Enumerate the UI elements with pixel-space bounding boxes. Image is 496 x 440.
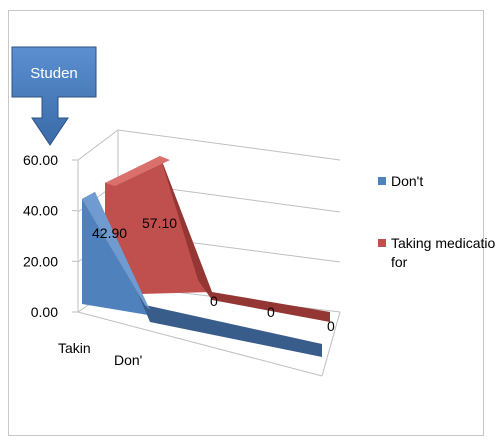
blue-area-face	[82, 199, 322, 346]
legend-label-taking-medication: Taking medication for	[391, 235, 496, 270]
chart-title: Studen	[30, 65, 78, 82]
data-label-2: 0	[210, 293, 218, 309]
series-dont	[82, 192, 322, 357]
y-axis: 0.00 20.00 40.00 60.00	[23, 152, 78, 320]
x-tick-label-1: Don'	[114, 352, 142, 368]
data-label-0: 42.90	[92, 225, 127, 241]
legend-swatch-dont	[378, 177, 386, 185]
data-label-4: 0	[327, 318, 335, 334]
x-tick-label-0: Takin	[58, 340, 91, 356]
y-tick-label-1: 20.00	[23, 253, 58, 269]
blue-area-top	[82, 192, 150, 310]
floor-front-edge	[77, 311, 323, 377]
blue-area-ridge	[82, 192, 322, 357]
y-tick-label-0: 0.00	[31, 304, 58, 320]
back-gridline-60	[117, 129, 341, 161]
legend-label-dont: Don't	[391, 173, 423, 189]
floor-right-edge	[321, 311, 341, 377]
data-label-1: 57.10	[142, 215, 177, 231]
legend-swatch-taking-medication	[378, 239, 386, 247]
data-label-3: 0	[267, 304, 275, 320]
title-callout-shape	[11, 46, 97, 146]
red-area-ridge	[160, 156, 330, 322]
series-taking-medication	[105, 156, 330, 322]
red-area-face	[105, 156, 330, 312]
legend: Don't Taking medication for	[378, 173, 496, 270]
gridline-60	[77, 129, 119, 161]
y-tick-label-2: 40.00	[23, 203, 58, 219]
red-area-top	[105, 156, 170, 186]
y-tick-label-3: 60.00	[23, 152, 58, 168]
